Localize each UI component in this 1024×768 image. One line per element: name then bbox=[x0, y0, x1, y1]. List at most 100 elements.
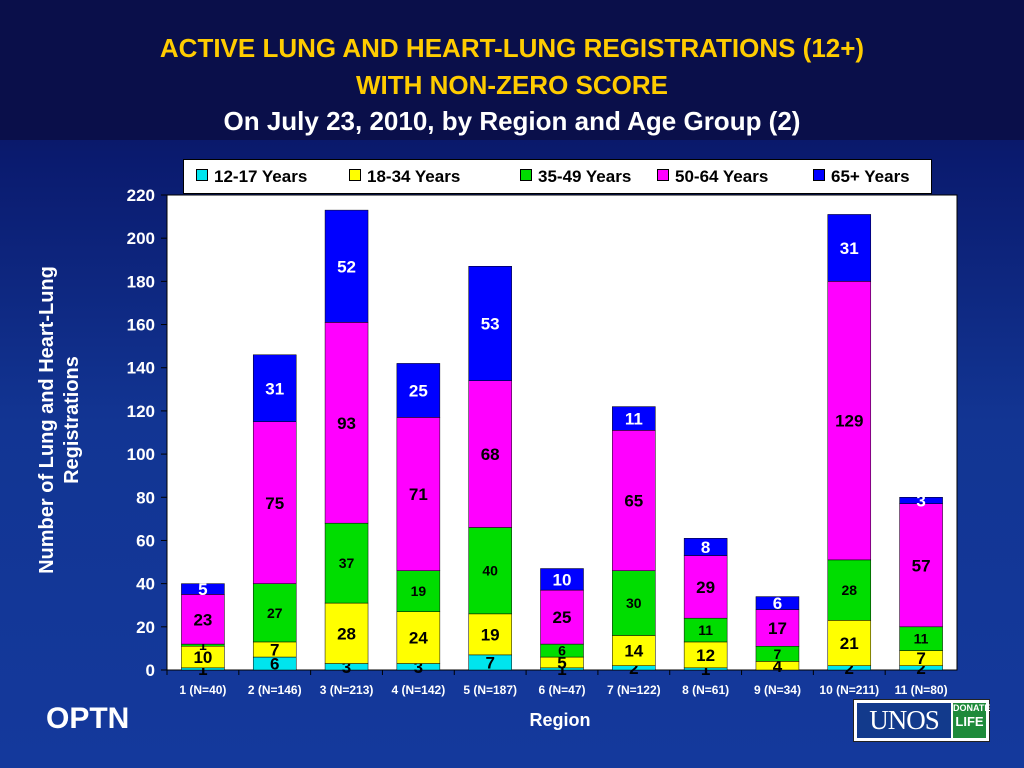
y-tick-label: 40 bbox=[136, 575, 155, 594]
data-label: 3 bbox=[916, 492, 925, 511]
legend-label: 65+ Years bbox=[831, 167, 910, 186]
x-axis-label: Region bbox=[529, 710, 591, 730]
data-label: 6 bbox=[558, 643, 566, 659]
bar-segment-65plus bbox=[396, 363, 441, 418]
y-tick-label: 80 bbox=[136, 488, 155, 507]
legend-item-35-49: 35-49 Years bbox=[520, 167, 631, 187]
data-label: 65 bbox=[624, 492, 643, 511]
bar-segment-50-64 bbox=[899, 503, 943, 628]
bar-segment-65plus bbox=[540, 568, 584, 591]
y-tick-label: 220 bbox=[127, 186, 155, 205]
legend-label: 35-49 Years bbox=[538, 167, 632, 186]
data-label: 28 bbox=[337, 624, 356, 643]
x-tick-label: 4 (N=142) bbox=[392, 683, 446, 697]
donate-life-badge: DONATE LIFE bbox=[953, 703, 990, 738]
data-label: 11 bbox=[914, 631, 929, 647]
bar-segment-35-49 bbox=[468, 527, 512, 615]
unos-logo: UNOS DONATE LIFE bbox=[853, 699, 990, 742]
data-label: 31 bbox=[265, 379, 284, 398]
y-tick-label: 120 bbox=[127, 402, 155, 421]
data-label: 40 bbox=[482, 563, 498, 579]
x-tick-label: 10 (N=211) bbox=[819, 683, 879, 697]
data-label: 1 bbox=[199, 637, 207, 653]
legend-label: 12-17 Years bbox=[214, 167, 308, 186]
data-label: 17 bbox=[768, 619, 787, 638]
x-tick-label: 7 (N=122) bbox=[607, 683, 661, 697]
data-label: 21 bbox=[840, 634, 859, 653]
data-label: 19 bbox=[411, 583, 427, 599]
data-label: 57 bbox=[912, 556, 931, 575]
bar-segment-35-49 bbox=[827, 559, 872, 621]
data-label: 7 bbox=[485, 654, 494, 673]
legend-item-18-34: 18-34 Years bbox=[349, 167, 460, 187]
bar-segment-50-64 bbox=[683, 555, 728, 619]
data-label: 7 bbox=[916, 649, 925, 668]
chart-title-line2: WITH NON-ZERO SCORE bbox=[356, 70, 668, 100]
data-label: 1 bbox=[198, 660, 207, 679]
legend-swatch bbox=[813, 169, 825, 181]
x-tick-label: 8 (N=61) bbox=[682, 683, 729, 697]
bar-segment-18-34 bbox=[468, 613, 512, 656]
bar-segment-35-49 bbox=[612, 570, 656, 636]
x-tick-label: 3 (N=213) bbox=[320, 683, 374, 697]
data-label: 93 bbox=[337, 414, 356, 433]
bar-segment-65plus bbox=[181, 583, 225, 595]
y-tick-label: 20 bbox=[136, 618, 155, 637]
x-tick-label: 5 (N=187) bbox=[463, 683, 517, 697]
data-label: 3 bbox=[342, 658, 351, 677]
y-tick-label: 160 bbox=[127, 316, 155, 335]
legend-swatch bbox=[657, 169, 669, 181]
bar-segment-18-34 bbox=[396, 611, 441, 664]
legend-label: 50-64 Years bbox=[675, 167, 769, 186]
data-label: 5 bbox=[198, 580, 207, 599]
x-tick-label: 9 (N=34) bbox=[754, 683, 801, 697]
legend-swatch bbox=[520, 169, 532, 181]
x-tick-label: 6 (N=47) bbox=[538, 683, 585, 697]
data-label: 52 bbox=[337, 257, 356, 276]
data-label: 10 bbox=[193, 648, 212, 667]
data-label: 2 bbox=[845, 659, 854, 678]
chart-subtitle: On July 23, 2010, by Region and Age Grou… bbox=[223, 106, 801, 136]
unos-logo-text: UNOS bbox=[857, 703, 951, 738]
data-label: 3 bbox=[414, 658, 423, 677]
bar-segment-18-34 bbox=[683, 641, 728, 669]
legend-swatch bbox=[349, 169, 361, 181]
data-label: 8 bbox=[701, 538, 710, 557]
bar-segment-50-64 bbox=[252, 421, 297, 584]
y-tick-label: 100 bbox=[127, 445, 155, 464]
data-label: 68 bbox=[481, 445, 500, 464]
data-label: 71 bbox=[409, 485, 428, 504]
data-label: 25 bbox=[409, 382, 428, 401]
bar-segment-50-64 bbox=[827, 281, 872, 561]
data-label: 75 bbox=[265, 494, 284, 513]
legend-item-50-64: 50-64 Years bbox=[657, 167, 768, 187]
bar-segment-35-49 bbox=[396, 570, 441, 612]
data-label: 2 bbox=[916, 659, 925, 678]
y-tick-label: 140 bbox=[127, 359, 155, 378]
data-label: 25 bbox=[553, 608, 572, 627]
chart-title-line1: ACTIVE LUNG AND HEART-LUNG REGISTRATIONS… bbox=[159, 33, 865, 63]
data-label: 28 bbox=[841, 582, 857, 598]
bar-segment-35-49 bbox=[324, 522, 369, 604]
data-label: 31 bbox=[840, 239, 859, 258]
bar-segment-65plus bbox=[252, 354, 297, 422]
x-tick-label: 11 (N=80) bbox=[895, 683, 948, 697]
x-tick-label: 1 (N=40) bbox=[179, 683, 226, 697]
y-tick-label: 200 bbox=[127, 229, 155, 248]
bar-segment-65plus bbox=[755, 596, 800, 610]
bar-segment-65plus bbox=[612, 406, 656, 431]
bar-segment-65plus bbox=[827, 214, 872, 282]
data-label: 129 bbox=[835, 412, 863, 431]
y-axis-label: Number of Lung and Heart-Lung Registrati… bbox=[36, 266, 83, 574]
legend-swatch bbox=[196, 169, 208, 181]
bar-segment-65plus bbox=[468, 266, 512, 381]
data-label: 1 bbox=[557, 660, 566, 679]
bar-segment-50-64 bbox=[396, 417, 441, 571]
data-label: 37 bbox=[339, 555, 355, 571]
data-label: 6 bbox=[773, 594, 782, 613]
optn-brand: OPTN bbox=[46, 702, 130, 735]
data-label: 4 bbox=[773, 657, 783, 676]
data-label: 2 bbox=[629, 659, 638, 678]
legend-label: 18-34 Years bbox=[367, 167, 461, 186]
data-label: 10 bbox=[553, 570, 572, 589]
